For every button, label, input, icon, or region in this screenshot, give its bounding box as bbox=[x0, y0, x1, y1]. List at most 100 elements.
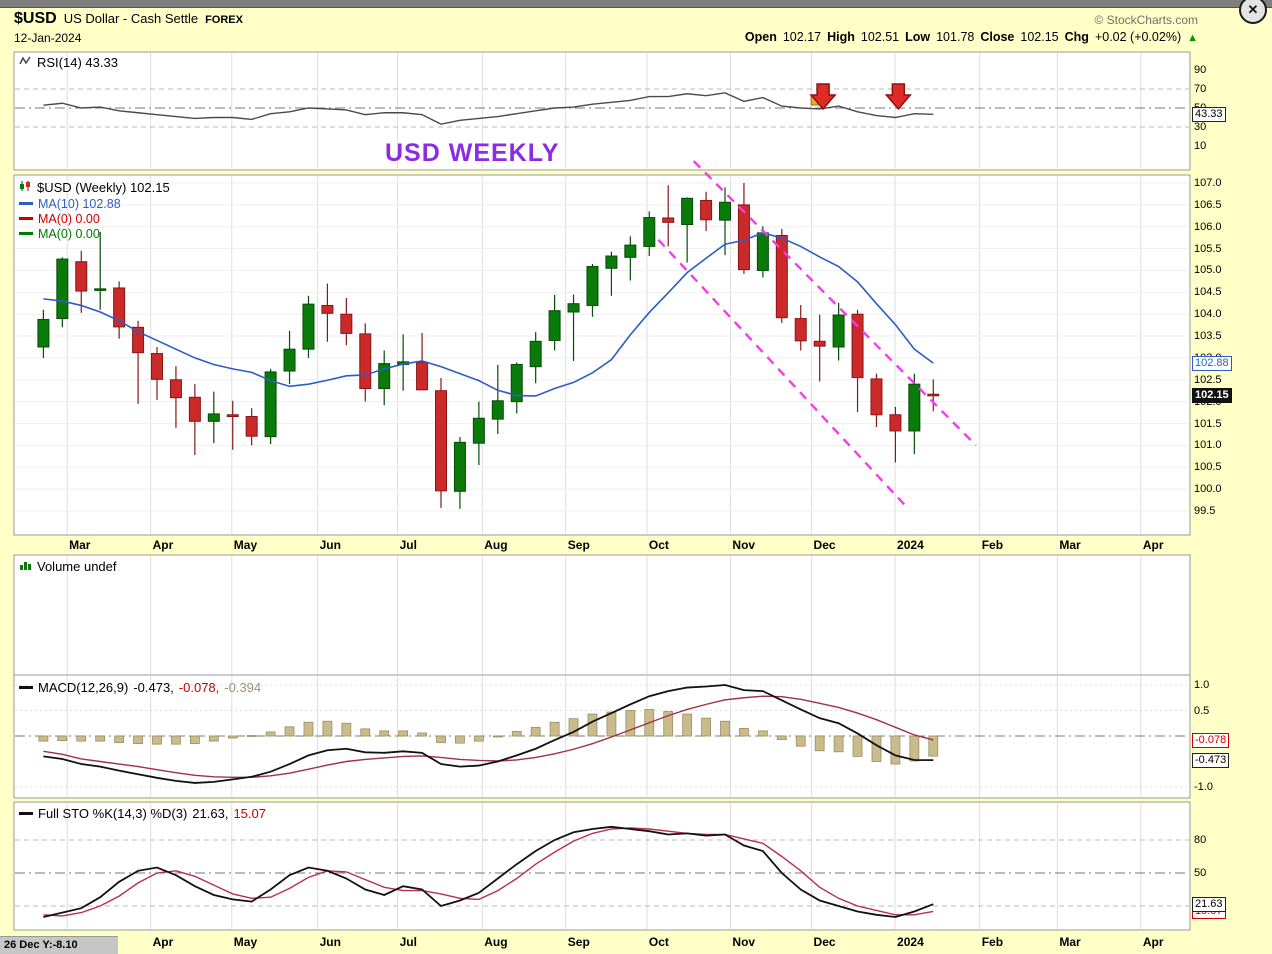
month-label-top: Jul bbox=[399, 538, 417, 552]
chart-date: 12-Jan-2024 bbox=[14, 31, 82, 45]
close-value: 102.15 bbox=[1020, 30, 1059, 44]
month-label-bottom: Mar bbox=[1059, 935, 1081, 949]
volume-bars-icon bbox=[19, 559, 32, 574]
open-label: Open bbox=[744, 30, 777, 44]
ma0-red-label: MA(0) 0.00 bbox=[38, 211, 100, 226]
close-icon: ✕ bbox=[1247, 2, 1259, 17]
window-top-bar bbox=[0, 0, 1272, 8]
macd-hist-value: -0.394 bbox=[224, 680, 262, 695]
macd-line-tag: -0.473 bbox=[1192, 753, 1230, 769]
price-axis-tick: 106.5 bbox=[1194, 198, 1222, 211]
close-button[interactable]: ✕ bbox=[1239, 0, 1267, 24]
rsi-axis-tick: 10 bbox=[1194, 140, 1207, 152]
sto-axis-tick: 80 bbox=[1194, 834, 1207, 846]
price-axis-tick: 101.0 bbox=[1194, 439, 1222, 452]
price-axis-tick: 104.0 bbox=[1194, 308, 1222, 321]
month-label-bottom: Sep bbox=[567, 935, 590, 949]
legend-ma10: MA(10) 102.88 bbox=[19, 196, 170, 211]
price-axis-tick: 101.5 bbox=[1194, 417, 1222, 430]
month-label-top: Feb bbox=[981, 538, 1004, 552]
volume-panel-label: Volume undef bbox=[19, 559, 117, 574]
legend-ma0-red: MA(0) 0.00 bbox=[19, 211, 170, 226]
chg-label: Chg bbox=[1064, 30, 1089, 44]
month-label-bottom: Jun bbox=[319, 935, 341, 949]
usd-weekly-annotation: USD WEEKLY bbox=[385, 139, 560, 167]
low-label: Low bbox=[905, 30, 931, 44]
rsi-current-tag: 43.33 bbox=[1192, 107, 1226, 123]
ma0-green-label: MA(0) 0.00 bbox=[38, 226, 100, 241]
chg-value: +0.02 (+0.02%) bbox=[1094, 30, 1182, 44]
volume-label-text: Volume undef bbox=[37, 559, 117, 574]
exchange-label: FOREX bbox=[205, 14, 243, 26]
last-price-tag: 102.15 bbox=[1192, 388, 1232, 404]
rsi-indicator-icon bbox=[19, 55, 32, 70]
macd-axis-tick: -1.0 bbox=[1194, 781, 1213, 793]
price-axis-tick: 104.5 bbox=[1194, 286, 1222, 299]
macd-signal-value: -0.078, bbox=[178, 680, 220, 695]
price-axis-tick: 103.5 bbox=[1194, 330, 1222, 343]
ma10-label: MA(10) 102.88 bbox=[38, 196, 121, 211]
month-label-top: Dec bbox=[813, 538, 836, 552]
ohlc-quote-row: Open 102.17 High 102.51 Low 101.78 Close… bbox=[745, 30, 1198, 44]
month-label-bottom: 2024 bbox=[897, 935, 924, 949]
sto-axis-tick: 50 bbox=[1194, 867, 1207, 879]
high-value: 102.51 bbox=[860, 30, 900, 44]
legend-ma0-green: MA(0) 0.00 bbox=[19, 226, 170, 241]
copyright-label: © StockCharts.com bbox=[1094, 13, 1198, 27]
rsi-axis-tick: 30 bbox=[1194, 121, 1207, 133]
rsi-panel-label: RSI(14) 43.33 bbox=[19, 55, 118, 70]
close-label: Close bbox=[980, 30, 1015, 44]
crosshair-readout: 26 Dec Y:-8.10 bbox=[0, 936, 118, 954]
month-label-top: May bbox=[233, 538, 258, 552]
price-axis-tick: 100.0 bbox=[1194, 483, 1222, 496]
month-label-top: Aug bbox=[484, 538, 508, 552]
month-label-bottom: Jul bbox=[399, 935, 417, 949]
month-label-top: Mar bbox=[1059, 538, 1081, 552]
month-label-top: 2024 bbox=[897, 538, 924, 552]
month-label-bottom: Feb bbox=[981, 935, 1004, 949]
ma0-red-line-swatch bbox=[19, 217, 33, 220]
price-title-row: $USD (Weekly) 102.15 bbox=[19, 179, 170, 196]
symbol: $USD bbox=[14, 10, 57, 27]
price-axis-tick: 106.0 bbox=[1194, 220, 1222, 233]
sto-k-value: 21.63, bbox=[192, 806, 229, 821]
price-axis-tick: 99.5 bbox=[1194, 504, 1216, 517]
month-label-bottom: Apr bbox=[1142, 935, 1164, 949]
month-label-top: Sep bbox=[567, 538, 590, 552]
month-label-top: Nov bbox=[732, 538, 756, 552]
symbol-name: US Dollar - Cash Settle bbox=[63, 11, 199, 26]
macd-line-swatch bbox=[19, 686, 33, 689]
low-value: 101.78 bbox=[936, 30, 975, 44]
price-axis-tick: 102.5 bbox=[1194, 373, 1222, 386]
month-label-top: Jun bbox=[319, 538, 341, 552]
month-label-bottom: Apr bbox=[152, 935, 174, 949]
sto-k-tag: 21.63 bbox=[1192, 897, 1226, 913]
ma10-price-tag: 102.88 bbox=[1192, 356, 1232, 372]
chart-title-row: $USD US Dollar - Cash Settle FOREX bbox=[14, 10, 243, 28]
macd-axis-tick: 1.0 bbox=[1194, 679, 1210, 691]
rsi-label-text: RSI(14) 43.33 bbox=[37, 55, 118, 70]
chg-up-arrow-icon: ▲ bbox=[1187, 32, 1198, 44]
month-label-bottom: Oct bbox=[648, 935, 669, 949]
month-label-top: Mar bbox=[69, 538, 91, 552]
price-axis-tick: 105.5 bbox=[1194, 242, 1222, 255]
price-axis-tick: 100.5 bbox=[1194, 461, 1222, 474]
sto-label-text: Full STO %K(14,3) %D(3) bbox=[38, 806, 188, 821]
month-label-top: Apr bbox=[1142, 538, 1164, 552]
macd-axis-tick: 0.5 bbox=[1194, 704, 1210, 717]
macd-value: -0.473, bbox=[133, 680, 174, 695]
price-legend: $USD (Weekly) 102.15 MA(10) 102.88 MA(0)… bbox=[19, 179, 170, 241]
month-label-top: Oct bbox=[648, 538, 669, 552]
macd-label-text: MACD(12,26,9) bbox=[38, 680, 129, 695]
ma10-line-swatch bbox=[19, 202, 33, 205]
month-label-bottom: May bbox=[233, 935, 258, 949]
high-label: High bbox=[827, 30, 855, 44]
macd-panel-label: MACD(12,26,9) -0.473, -0.078, -0.394 bbox=[19, 680, 261, 695]
price-axis-tick: 107.0 bbox=[1194, 177, 1222, 189]
rsi-axis-tick: 70 bbox=[1194, 83, 1207, 95]
price-axis-tick: 105.0 bbox=[1194, 264, 1222, 277]
month-label-bottom: Aug bbox=[484, 935, 508, 949]
macd-signal-tag: -0.078 bbox=[1192, 732, 1230, 748]
